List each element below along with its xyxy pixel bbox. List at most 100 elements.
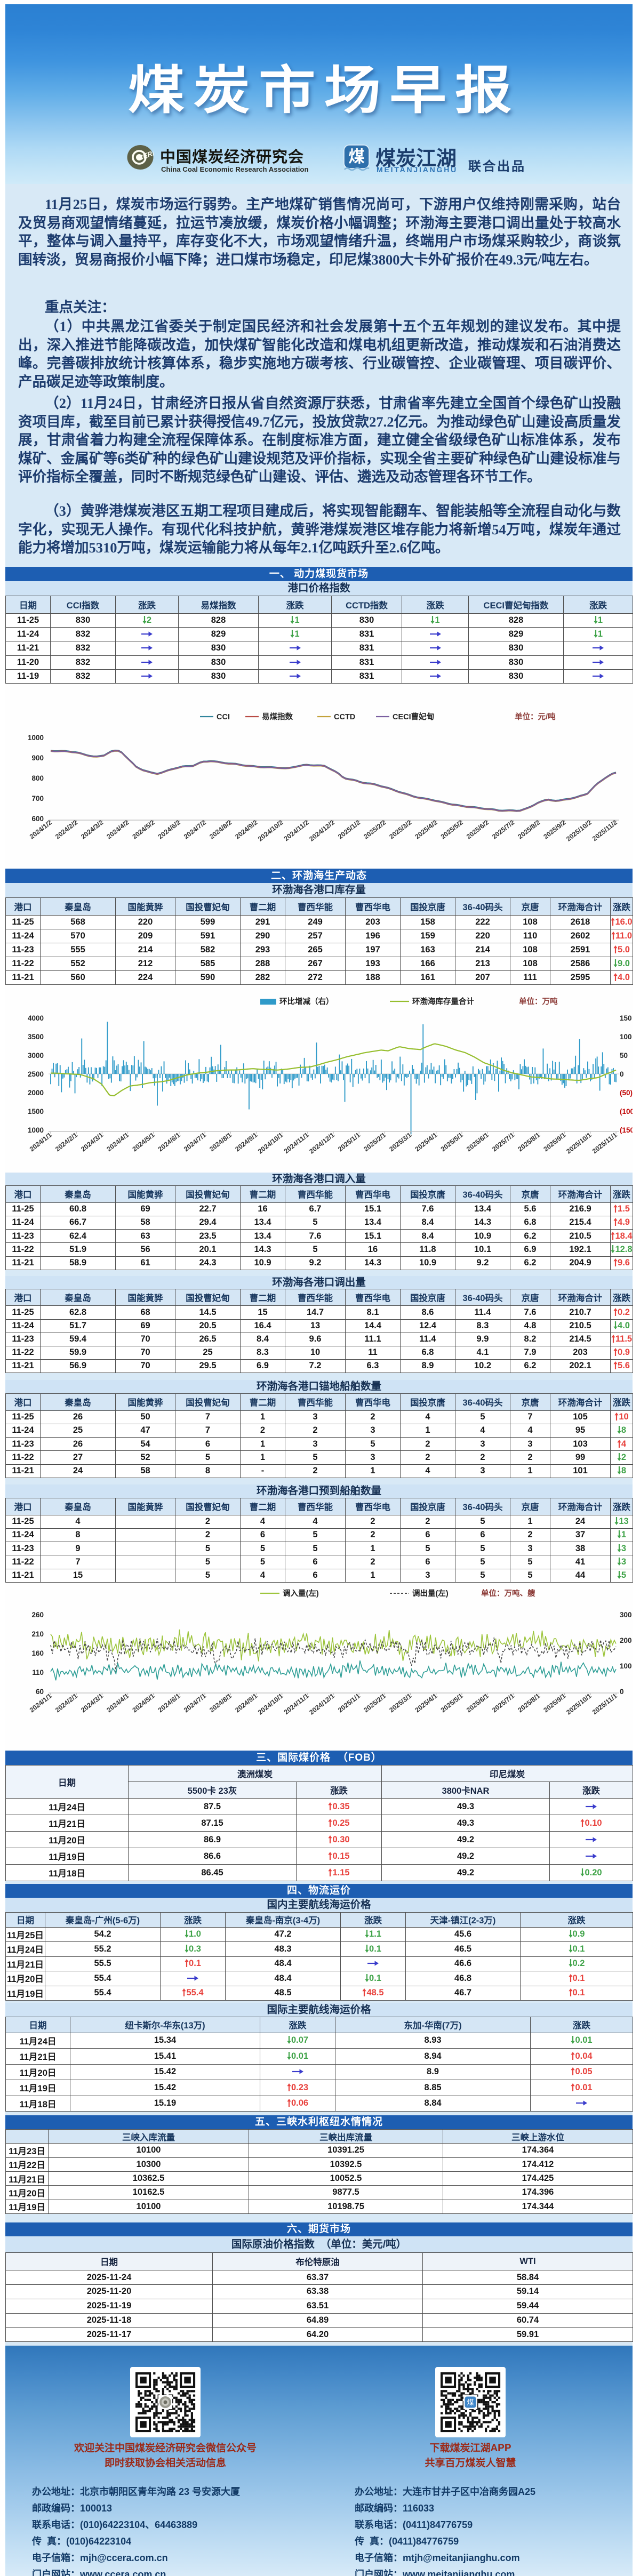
svg-text:环比增减（右）: 环比增减（右）: [279, 997, 334, 1006]
svg-text:2025/11/1: 2025/11/1: [591, 1692, 619, 1716]
svg-text:2025/9/1: 2025/9/1: [542, 1131, 567, 1153]
svg-text:调入量(左): 调入量(左): [283, 1588, 319, 1598]
svg-text:100: 100: [620, 1033, 632, 1041]
svg-text:2025/5/2: 2025/5/2: [439, 818, 465, 840]
svg-text:2025/8/1: 2025/8/1: [516, 1131, 541, 1153]
svg-text:2000: 2000: [28, 1089, 44, 1097]
svg-text:100: 100: [620, 1662, 632, 1670]
svg-text:环渤海库存量合计: 环渤海库存量合计: [412, 997, 474, 1006]
svg-text:2024/3/2: 2024/3/2: [79, 818, 105, 840]
svg-text:2025/9/2: 2025/9/2: [542, 818, 567, 840]
svg-text:2025/2/1: 2025/2/1: [362, 1131, 387, 1153]
svg-text:2025/4/1: 2025/4/1: [414, 1131, 439, 1153]
svg-text:2024/4/2: 2024/4/2: [105, 818, 130, 840]
svg-text:2024/11/1: 2024/11/1: [283, 1131, 310, 1155]
svg-text:2024/1/1: 2024/1/1: [28, 1131, 53, 1153]
svg-text:2024/8/1: 2024/8/1: [208, 1692, 233, 1714]
svg-text:2025/11/1: 2025/11/1: [591, 1131, 619, 1155]
svg-text:2024/9/1: 2024/9/1: [234, 1692, 259, 1714]
svg-text:2024/6/1: 2024/6/1: [157, 1692, 182, 1714]
svg-text:2025/7/1: 2025/7/1: [491, 1131, 516, 1153]
svg-text:2024/5/2: 2024/5/2: [131, 818, 156, 840]
svg-text:2025/6/1: 2025/6/1: [465, 1692, 490, 1714]
svg-text:800: 800: [31, 774, 44, 782]
svg-text:2025/11/2: 2025/11/2: [591, 818, 619, 842]
svg-text:1000: 1000: [28, 734, 44, 742]
svg-text:易煤指数: 易煤指数: [262, 712, 293, 721]
svg-text:260: 260: [31, 1611, 44, 1619]
svg-text:2025/4/2: 2025/4/2: [414, 818, 439, 840]
svg-text:2024/2/1: 2024/2/1: [54, 1131, 79, 1153]
svg-text:2025/2/2: 2025/2/2: [362, 818, 387, 840]
svg-text:2025/4/1: 2025/4/1: [414, 1692, 439, 1714]
svg-text:2024/9/2: 2024/9/2: [234, 818, 259, 840]
svg-text:2024/8/1: 2024/8/1: [208, 1131, 233, 1153]
svg-text:2025/1/1: 2025/1/1: [337, 1692, 362, 1714]
svg-text:4000: 4000: [28, 1014, 44, 1022]
svg-text:2024/10/1: 2024/10/1: [257, 1131, 284, 1155]
svg-text:2024/11/1: 2024/11/1: [283, 1692, 310, 1716]
svg-text:2025/7/1: 2025/7/1: [491, 1692, 516, 1714]
svg-text:200: 200: [620, 1636, 632, 1644]
svg-text:2024/10/2: 2024/10/2: [257, 818, 284, 842]
svg-text:900: 900: [31, 754, 44, 762]
svg-text:2024/12/1: 2024/12/1: [308, 1131, 335, 1155]
svg-text:2025/6/2: 2025/6/2: [465, 818, 490, 840]
svg-text:2025/9/1: 2025/9/1: [542, 1692, 567, 1714]
svg-text:150: 150: [620, 1014, 632, 1022]
svg-text:2025/10/2: 2025/10/2: [565, 818, 593, 842]
svg-text:2024/7/1: 2024/7/1: [182, 1131, 207, 1153]
svg-text:(100): (100): [620, 1108, 633, 1116]
svg-text:2024/12/2: 2024/12/2: [308, 818, 335, 842]
svg-text:2025/1/1: 2025/1/1: [337, 1131, 362, 1153]
svg-text:2024/7/2: 2024/7/2: [182, 818, 207, 840]
svg-text:600: 600: [31, 815, 44, 823]
svg-text:2024/7/1: 2024/7/1: [182, 1692, 207, 1714]
svg-text:CCI: CCI: [217, 713, 230, 721]
svg-text:60: 60: [36, 1688, 44, 1696]
svg-text:0: 0: [620, 1688, 624, 1696]
svg-text:2025/8/1: 2025/8/1: [516, 1692, 541, 1714]
svg-text:2025/3/1: 2025/3/1: [388, 1131, 413, 1153]
svg-text:2024/4/1: 2024/4/1: [105, 1131, 130, 1153]
svg-text:单位：元/吨: 单位：元/吨: [515, 712, 556, 721]
svg-text:2025/5/1: 2025/5/1: [439, 1131, 465, 1153]
svg-text:700: 700: [31, 795, 44, 803]
svg-text:CCTD: CCTD: [334, 713, 355, 721]
svg-text:0: 0: [620, 1070, 624, 1078]
svg-text:1000: 1000: [28, 1126, 44, 1134]
svg-text:单位：万吨: 单位：万吨: [519, 997, 558, 1006]
svg-text:2024/8/2: 2024/8/2: [208, 818, 233, 840]
svg-text:(150): (150): [620, 1126, 633, 1134]
svg-text:2025/2/1: 2025/2/1: [362, 1692, 387, 1714]
svg-text:煤: 煤: [349, 148, 365, 166]
svg-text:2025/1/2: 2025/1/2: [337, 818, 362, 840]
svg-text:煤: 煤: [467, 2398, 474, 2406]
svg-text:2024/4/1: 2024/4/1: [105, 1692, 130, 1714]
svg-text:2024/9/1: 2024/9/1: [234, 1131, 259, 1153]
svg-text:2024/10/1: 2024/10/1: [257, 1692, 284, 1716]
svg-text:2024/2/1: 2024/2/1: [54, 1692, 79, 1714]
svg-text:2500: 2500: [28, 1070, 44, 1078]
svg-text:2024/6/2: 2024/6/2: [157, 818, 182, 840]
svg-text:2024/5/1: 2024/5/1: [131, 1692, 156, 1714]
svg-text:300: 300: [620, 1611, 632, 1619]
svg-text:160: 160: [31, 1649, 44, 1657]
svg-text:50: 50: [620, 1052, 628, 1060]
svg-text:2024/5/1: 2024/5/1: [131, 1131, 156, 1153]
svg-text:CECI曹妃甸: CECI曹妃甸: [393, 712, 434, 721]
svg-text:单位：万吨、艘: 单位：万吨、艘: [481, 1588, 535, 1598]
svg-text:2025/6/1: 2025/6/1: [465, 1131, 490, 1153]
svg-text:2024/3/1: 2024/3/1: [79, 1131, 105, 1153]
svg-text:3500: 3500: [28, 1033, 44, 1041]
svg-text:2024/12/1: 2024/12/1: [308, 1692, 335, 1716]
svg-text:调出量(左): 调出量(左): [412, 1588, 449, 1598]
svg-text:2025/7/2: 2025/7/2: [491, 818, 516, 840]
svg-text:2025/5/1: 2025/5/1: [439, 1692, 465, 1714]
svg-text:2025/10/1: 2025/10/1: [565, 1692, 593, 1716]
svg-text:2025/10/1: 2025/10/1: [565, 1131, 593, 1155]
svg-text:2025/8/2: 2025/8/2: [516, 818, 541, 840]
svg-text:1500: 1500: [28, 1108, 44, 1116]
svg-text:2024/3/1: 2024/3/1: [79, 1692, 105, 1714]
svg-text:(50): (50): [620, 1089, 633, 1097]
